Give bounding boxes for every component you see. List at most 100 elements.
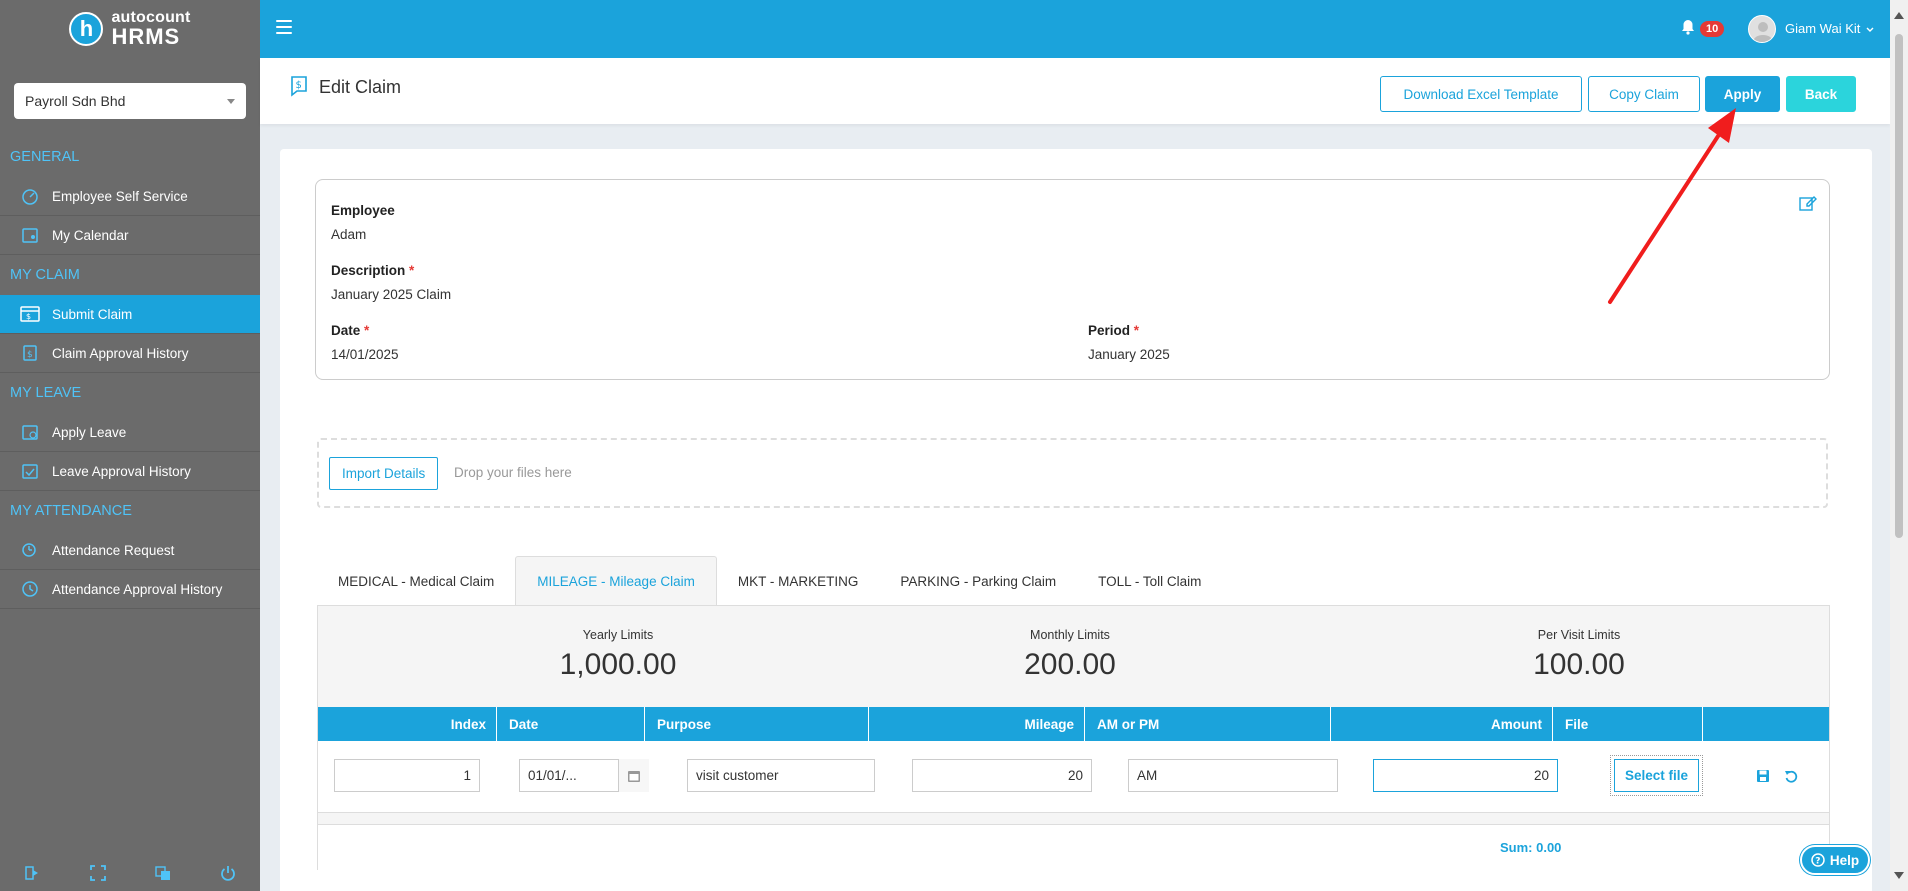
help-button[interactable]: ? Help xyxy=(1800,845,1870,875)
logo-brand: autocount xyxy=(111,9,191,26)
sidebar-item-label: Attendance Request xyxy=(52,542,175,558)
claim-header-box: Employee Adam Description * January 2025… xyxy=(315,179,1830,380)
svg-text:$: $ xyxy=(26,312,31,321)
scroll-up-arrow-icon[interactable] xyxy=(1894,12,1904,19)
column-header-amount[interactable]: Amount xyxy=(1331,707,1553,741)
column-header-index[interactable]: Index xyxy=(318,707,497,741)
calendar-user-icon xyxy=(20,225,40,245)
import-details-button[interactable]: Import Details xyxy=(329,457,439,490)
avatar[interactable] xyxy=(1748,15,1776,43)
date-input[interactable]: 01/01/... xyxy=(519,759,619,792)
monthly-limit-label: Monthly Limits xyxy=(1030,628,1110,642)
sidebar-item-label: Submit Claim xyxy=(52,306,133,322)
claim-icon: $ xyxy=(289,75,309,100)
amount-sum: Sum: 0.00 xyxy=(1500,840,1562,855)
sidebar-item-label: Attendance Approval History xyxy=(52,581,223,597)
mileage-input[interactable]: 20 xyxy=(912,759,1092,792)
employee-value: Adam xyxy=(331,227,367,242)
mileage-tab-panel: Yearly Limits 1,000.00 Monthly Limits 20… xyxy=(317,605,1830,870)
column-header-date[interactable]: Date xyxy=(497,707,645,741)
scroll-down-arrow-icon[interactable] xyxy=(1894,872,1904,879)
description-value: January 2025 Claim xyxy=(331,287,452,302)
sidebar-item-my-calendar[interactable]: My Calendar xyxy=(0,216,260,255)
download-excel-template-button[interactable]: Download Excel Template xyxy=(1380,76,1582,112)
tab-toll[interactable]: TOLL - Toll Claim xyxy=(1098,573,1202,589)
svg-text:$: $ xyxy=(296,80,302,91)
chevron-down-icon xyxy=(227,98,235,104)
logo-mark: h xyxy=(69,12,104,46)
chevron-down-icon xyxy=(1866,27,1874,32)
sidebar-item-label: Leave Approval History xyxy=(52,463,191,479)
per-visit-limit-label: Per Visit Limits xyxy=(1537,628,1621,642)
edit-icon[interactable] xyxy=(1799,194,1817,215)
section-title-my-leave: MY LEAVE xyxy=(10,385,82,401)
purpose-input[interactable]: visit customer xyxy=(687,759,875,792)
section-title-my-claim: MY CLAIM xyxy=(10,267,80,283)
sum-row: Sum: 0.00 xyxy=(318,824,1829,870)
column-header-file[interactable]: File xyxy=(1553,707,1703,741)
logo[interactable]: h autocount HRMS xyxy=(0,0,260,58)
page-scrollbar[interactable] xyxy=(1890,0,1908,891)
copy-claim-button[interactable]: Copy Claim xyxy=(1588,76,1700,112)
company-select-value: Payroll Sdn Bhd xyxy=(25,93,126,109)
notification-badge[interactable]: 10 xyxy=(1700,21,1725,37)
section-title-my-attendance: MY ATTENDANCE xyxy=(10,503,132,519)
scroll-thumb[interactable] xyxy=(1895,34,1903,538)
user-name: Giam Wai Kit xyxy=(1785,21,1861,36)
sidebar-item-attendance-request[interactable]: Attendance Request xyxy=(0,531,260,570)
column-header-mileage[interactable]: Mileage xyxy=(869,707,1085,741)
index-input[interactable]: 1 xyxy=(334,759,480,792)
am-pm-input[interactable]: AM xyxy=(1128,759,1338,792)
attendance-history-icon xyxy=(20,579,40,599)
sidebar-item-leave-approval-history[interactable]: Leave Approval History xyxy=(0,452,260,491)
user-menu[interactable]: Giam Wai Kit xyxy=(1785,21,1874,36)
svg-text:?: ? xyxy=(1815,857,1820,867)
sidebar-item-label: Employee Self Service xyxy=(52,188,188,204)
claim-history-icon: $ xyxy=(20,343,40,363)
dropzone-hint: Drop your files here xyxy=(454,465,572,480)
bell-icon[interactable] xyxy=(1681,19,1695,38)
tab-parking[interactable]: PARKING - Parking Claim xyxy=(900,573,1057,589)
question-icon: ? xyxy=(1811,853,1825,867)
hamburger-menu-icon[interactable] xyxy=(276,20,292,34)
fullscreen-icon[interactable] xyxy=(89,864,107,882)
employee-label: Employee xyxy=(331,203,395,218)
monthly-limit: Monthly Limits 200.00 xyxy=(940,628,1200,682)
sidebar-item-attendance-approval-history[interactable]: Attendance Approval History xyxy=(0,570,260,609)
sidebar: h autocount HRMS Payroll Sdn Bhd GENERAL… xyxy=(0,0,260,891)
claim-card: Employee Adam Description * January 2025… xyxy=(280,149,1872,891)
sidebar-item-claim-approval-history[interactable]: $ Claim Approval History xyxy=(0,334,260,373)
select-file-button[interactable]: Select file xyxy=(1609,755,1704,796)
per-visit-limit-value: 100.00 xyxy=(1533,648,1625,681)
power-icon[interactable] xyxy=(219,864,237,882)
logout-icon[interactable] xyxy=(24,864,42,882)
grid-header: Index Date Purpose Mileage AM or PM Amou… xyxy=(318,707,1829,741)
column-header-purpose[interactable]: Purpose xyxy=(645,707,869,741)
undo-icon[interactable] xyxy=(1782,767,1800,785)
claim-type-tabs: MEDICAL - Medical Claim MILEAGE - Mileag… xyxy=(317,556,1222,606)
calendar-icon[interactable] xyxy=(619,759,649,792)
tab-mileage[interactable]: MILEAGE - Mileage Claim xyxy=(515,556,717,606)
top-bar: 10 Giam Wai Kit xyxy=(260,0,1890,58)
file-dropzone[interactable]: Import Details Drop your files here xyxy=(317,438,1828,508)
amount-input[interactable]: 20 xyxy=(1373,759,1558,792)
monthly-limit-value: 200.00 xyxy=(1024,648,1116,681)
period-value: January 2025 xyxy=(1088,347,1170,362)
tab-medical[interactable]: MEDICAL - Medical Claim xyxy=(338,573,495,589)
column-header-am-pm[interactable]: AM or PM xyxy=(1085,707,1331,741)
sidebar-item-employee-self-service[interactable]: Employee Self Service xyxy=(0,177,260,216)
tab-marketing[interactable]: MKT - MARKETING xyxy=(737,573,859,589)
back-button[interactable]: Back xyxy=(1786,76,1856,112)
page-title: Edit Claim xyxy=(319,77,402,97)
logo-product: HRMS xyxy=(111,24,181,49)
save-icon[interactable] xyxy=(1754,767,1772,785)
language-icon[interactable] xyxy=(154,864,172,882)
sidebar-item-apply-leave[interactable]: Apply Leave xyxy=(0,413,260,452)
company-select[interactable]: Payroll Sdn Bhd xyxy=(14,83,246,119)
period-label: Period * xyxy=(1088,323,1140,338)
apply-button[interactable]: Apply xyxy=(1705,76,1780,112)
sidebar-item-submit-claim[interactable]: $ Submit Claim xyxy=(0,295,260,334)
sidebar-footer xyxy=(0,855,260,891)
per-visit-limit: Per Visit Limits 100.00 xyxy=(1449,628,1709,682)
sidebar-item-label: Apply Leave xyxy=(52,424,127,440)
